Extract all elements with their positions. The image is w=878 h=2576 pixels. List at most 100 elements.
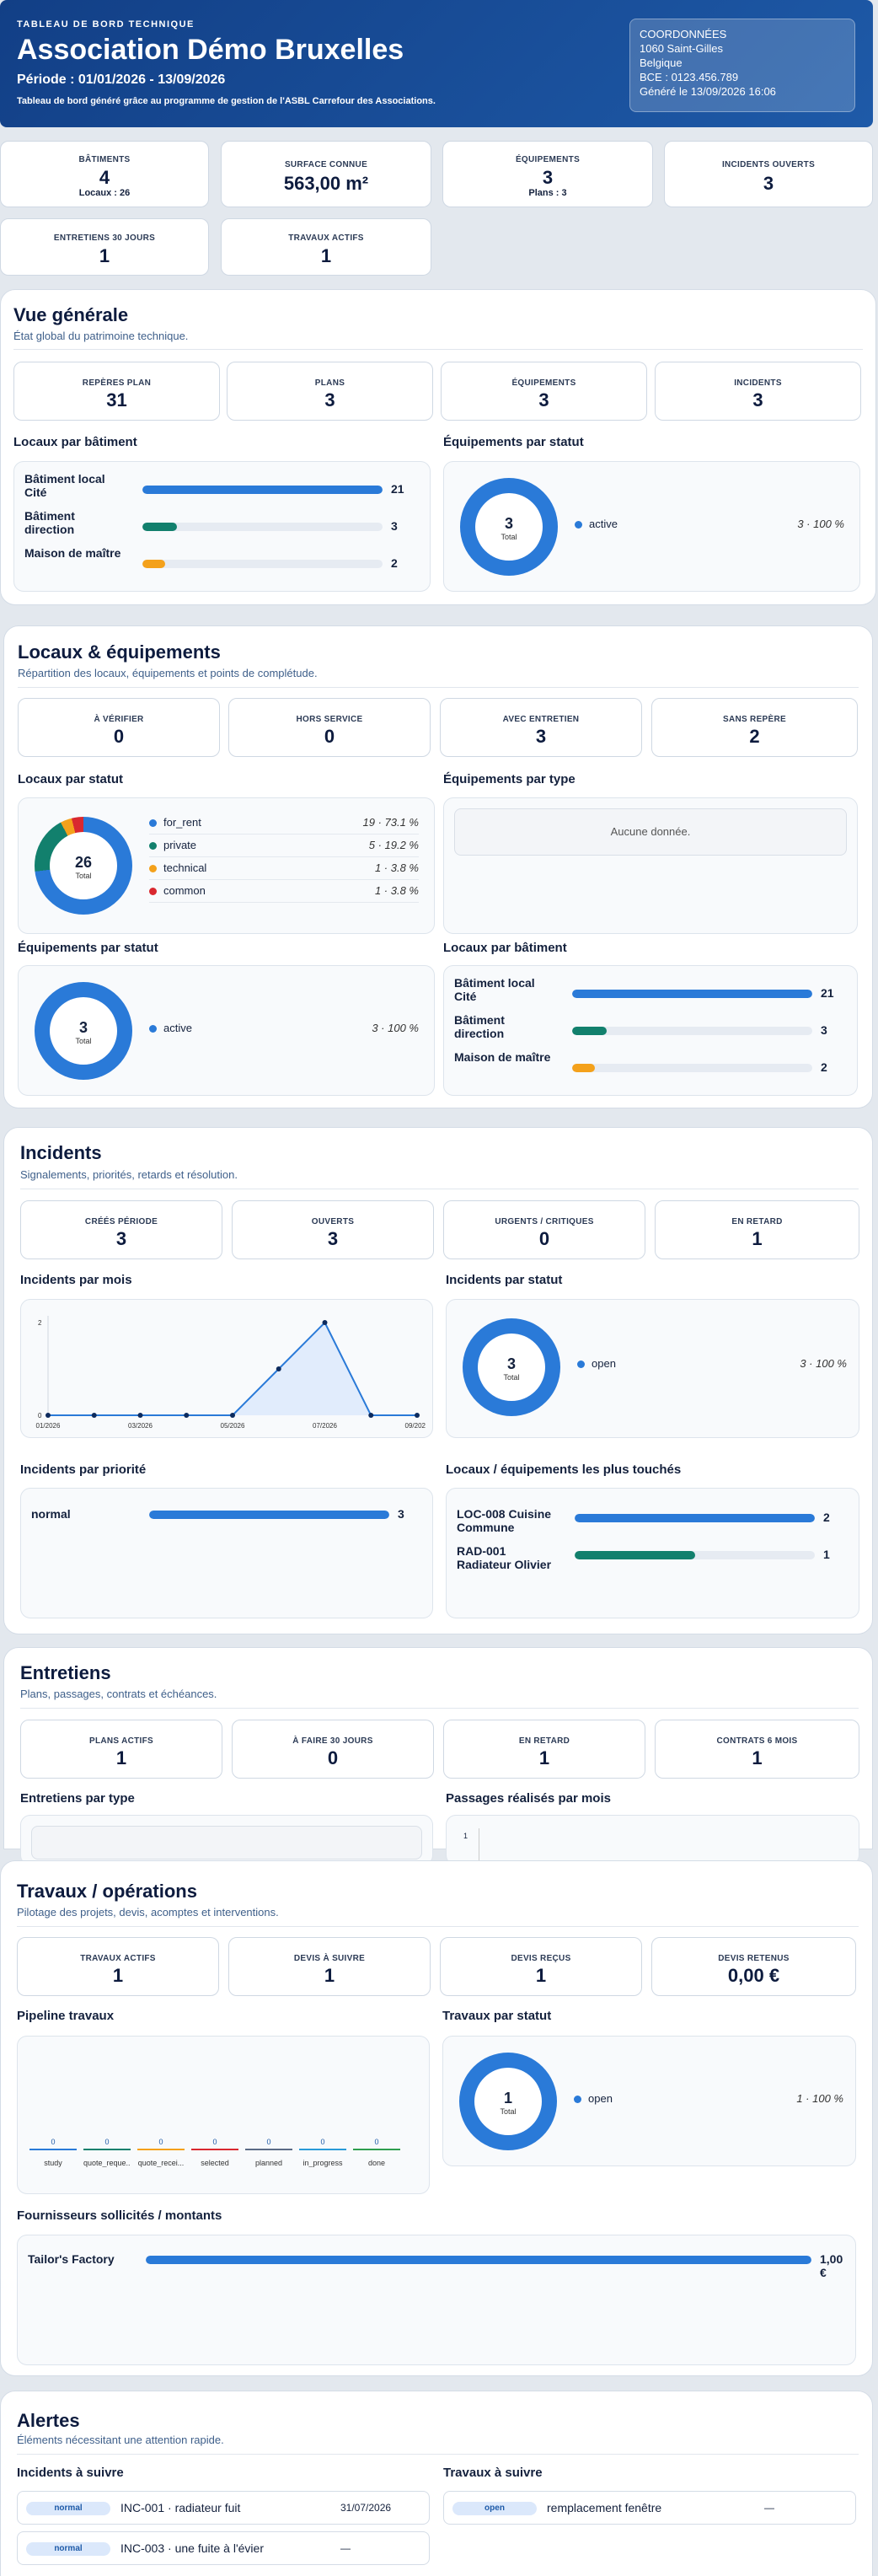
chart-title: Équipements par statut bbox=[443, 435, 584, 449]
kpi-value: 0 bbox=[113, 726, 125, 747]
bar-row: Bâtiment local Cité 21 bbox=[24, 472, 420, 509]
kpi-value: 3 bbox=[324, 389, 335, 411]
kpi-card-ouverts: OUVERTS 3 bbox=[232, 1200, 434, 1259]
incidents-panel: Incidents Signalements, priorités, retar… bbox=[3, 1127, 873, 1634]
kpi-label: EN RETARD bbox=[731, 1217, 783, 1226]
legend-value: 1 · 3.8 % bbox=[374, 884, 419, 897]
pipeline-bar bbox=[29, 2149, 77, 2150]
bar-value: 2 bbox=[823, 1511, 830, 1524]
donut-total: 3 bbox=[78, 1019, 88, 1036]
data-point bbox=[184, 1413, 190, 1418]
kpi-value: 0,00 € bbox=[727, 1965, 780, 1986]
legend-value: 1 · 100 % bbox=[796, 2092, 843, 2105]
header-subtitle: Tableau de bord généré grâce au programm… bbox=[17, 96, 436, 106]
section-title: Locaux & équipements bbox=[18, 641, 221, 663]
chart-title: Locaux par bâtiment bbox=[13, 435, 137, 449]
bar-row: Maison de maître 2 bbox=[24, 546, 420, 583]
bar-value: 21 bbox=[391, 482, 404, 496]
chart-title: Travaux par statut bbox=[442, 2009, 552, 2023]
contact-line: Belgique bbox=[640, 56, 683, 69]
alert-incident-item[interactable]: normal INC-003 · une fuite à l'évier — bbox=[17, 2531, 430, 2565]
kpi-label: AVEC ENTRETIEN bbox=[502, 715, 580, 724]
donut-label: Total bbox=[501, 533, 517, 541]
kpi-card-equipements: ÉQUIPEMENTS 3 Plans : 3 bbox=[442, 141, 653, 207]
alert-date: — bbox=[340, 2542, 351, 2554]
alert-incident-item[interactable]: normal INC-001 · radiateur fuit 31/07/20… bbox=[17, 2491, 430, 2525]
kpi-card-incidents: INCIDENTS 3 bbox=[655, 362, 861, 421]
status-badge: open bbox=[452, 2502, 537, 2515]
bar-value: 1,00 € bbox=[820, 2252, 843, 2279]
kpi-card-sans-repere: SANS REPÈRE 2 bbox=[651, 698, 858, 757]
bar-value: 3 bbox=[821, 1023, 827, 1037]
section-subtitle: Plans, passages, contrats et échéances. bbox=[20, 1688, 217, 1700]
bar-value: 1 bbox=[823, 1548, 830, 1561]
bar-track bbox=[575, 1514, 815, 1522]
alert-label: INC-001 · radiateur fuit bbox=[120, 2501, 241, 2514]
kpi-label: DEVIS À SUIVRE bbox=[293, 1954, 366, 1963]
bar-value: 3 bbox=[391, 519, 398, 533]
divider bbox=[13, 349, 863, 350]
kpi-label: BÂTIMENTS bbox=[78, 155, 131, 164]
contact-line: 1060 Saint-Gilles bbox=[640, 42, 723, 55]
donut-chart: 26 Total bbox=[35, 817, 132, 915]
bar-label: Bâtiment local Cité bbox=[24, 472, 105, 499]
kpi-card-devis-recus: DEVIS REÇUS 1 bbox=[440, 1937, 642, 1996]
kpi-card-devis-retenus: DEVIS RETENUS 0,00 € bbox=[651, 1937, 856, 1996]
chart-title: Entretiens par type bbox=[20, 1791, 135, 1806]
bar-fill bbox=[572, 990, 812, 998]
kpi-value: 1 bbox=[99, 245, 110, 266]
kpi-label: CRÉÉS PÉRIODE bbox=[84, 1217, 158, 1226]
donut-total: 26 bbox=[74, 854, 93, 871]
header-overline: TABLEAU DE BORD TECHNIQUE bbox=[17, 19, 195, 30]
alert-travaux-item[interactable]: open remplacement fenêtre — bbox=[443, 2491, 856, 2525]
data-point bbox=[230, 1413, 235, 1418]
bar-row: Bâtiment direction 3 bbox=[454, 1013, 850, 1050]
pipeline-value: 0 bbox=[374, 2138, 379, 2146]
chart-title: Équipements par statut bbox=[18, 941, 158, 955]
bar-track bbox=[572, 1027, 812, 1035]
kpi-value: 1 bbox=[115, 1747, 127, 1768]
bar-label: Bâtiment local Cité bbox=[454, 976, 535, 1003]
kpi-card-surface: SURFACE CONNUE 563,00 m² bbox=[221, 141, 431, 207]
section-subtitle: Éléments nécessitant une attention rapid… bbox=[17, 2434, 224, 2446]
bar-track bbox=[142, 523, 383, 531]
kpi-card-travaux-actifs: TRAVAUX ACTIFS 1 bbox=[17, 1937, 219, 1996]
bar-row: Bâtiment local Cité 21 bbox=[454, 976, 850, 1013]
incidents-status-card: 3 Total open 3 · 100 % bbox=[446, 1299, 859, 1438]
section-title: Alertes bbox=[17, 2410, 80, 2431]
bar-label: Maison de maître bbox=[24, 546, 121, 560]
dashboard-header: TABLEAU DE BORD TECHNIQUE Association Dé… bbox=[0, 0, 873, 127]
y-tick-label: 0 bbox=[38, 1412, 42, 1419]
kpi-card-devis-a-suivre: DEVIS À SUIVRE 1 bbox=[228, 1937, 431, 1996]
bar-track bbox=[572, 1064, 812, 1072]
kpi-value: 1 bbox=[752, 1228, 763, 1249]
travaux-status-card: 1 Total open 1 · 100 % bbox=[442, 2036, 856, 2166]
kpi-card-crees: CRÉÉS PÉRIODE 3 bbox=[20, 1200, 222, 1259]
legend-item: open 3 · 100 % bbox=[577, 1357, 847, 1370]
x-tick-label: 09/2026 bbox=[405, 1422, 426, 1430]
data-point bbox=[415, 1413, 420, 1418]
kpi-value: 0 bbox=[538, 1228, 550, 1249]
overview-panel: Vue générale État global du patrimoine t… bbox=[0, 289, 876, 605]
buildings-card: Bâtiment local Cité 21 Bâtiment direction 3… bbox=[443, 965, 858, 1096]
y-tick-label: 2 bbox=[38, 1319, 42, 1327]
bar-fill bbox=[142, 560, 166, 568]
legend-item: technical 1 · 3.8 % bbox=[149, 861, 419, 880]
legend-name: common bbox=[163, 884, 206, 897]
incidents-month-card: 0 2 01/2026 03/2026 05/2026 07/2026 09/2026 bbox=[20, 1299, 433, 1438]
donut-chart: 1 Total bbox=[459, 2053, 557, 2150]
x-tick-label: 03/2026 bbox=[128, 1422, 153, 1430]
kpi-sub: Plans : 3 bbox=[528, 188, 567, 198]
donut-label: Total bbox=[503, 1373, 520, 1382]
legend-value: 3 · 100 % bbox=[372, 1022, 419, 1034]
bar-track bbox=[572, 990, 812, 998]
pipeline-value: 0 bbox=[266, 2138, 271, 2146]
divider bbox=[17, 2454, 859, 2455]
section-subtitle: État global du patrimoine technique. bbox=[13, 330, 189, 342]
kpi-value: 1 bbox=[324, 1965, 335, 1986]
section-title: Incidents bbox=[20, 1142, 102, 1163]
kpi-card-plans: PLANS 3 bbox=[227, 362, 433, 421]
alert-label: INC-003 · une fuite à l'évier bbox=[120, 2541, 264, 2555]
entretiens-panel: Entretiens Plans, passages, contrats et … bbox=[3, 1647, 873, 1865]
axis-tick: 1 bbox=[463, 1832, 468, 1840]
